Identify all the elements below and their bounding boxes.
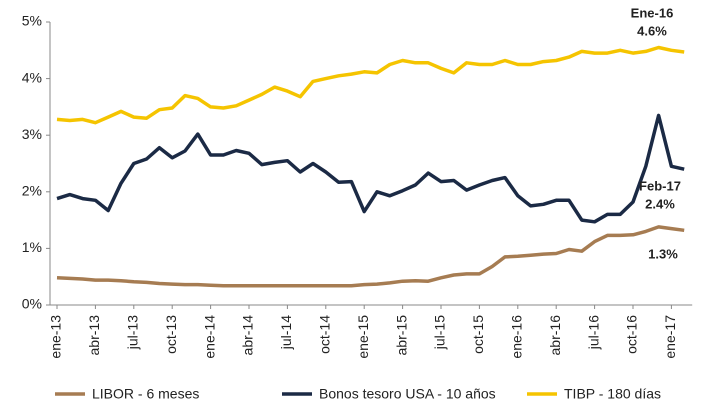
x-tick-label: ene-13 bbox=[48, 315, 64, 359]
annotation: Feb-17 bbox=[639, 178, 681, 193]
x-tick-label: ene-14 bbox=[201, 315, 217, 359]
series-line bbox=[56, 113, 685, 224]
annotation: 4.6% bbox=[637, 23, 667, 38]
x-tick-label: ene-17 bbox=[662, 315, 678, 359]
x-tick-label: oct-13 bbox=[163, 315, 179, 354]
annotation: Ene-16 bbox=[631, 5, 674, 20]
y-tick-label: 1% bbox=[22, 239, 42, 255]
y-tick-label: 4% bbox=[22, 69, 42, 85]
x-tick-label: oct-15 bbox=[470, 315, 486, 354]
series-line bbox=[56, 225, 685, 288]
x-tick-label: abr-15 bbox=[393, 315, 409, 356]
x-tick-label: oct-16 bbox=[624, 315, 640, 354]
annotation: 1.3% bbox=[648, 246, 678, 261]
x-tick-label: ene-15 bbox=[355, 315, 371, 359]
legend-label: TIBP - 180 días bbox=[564, 386, 661, 402]
y-tick-label: 0% bbox=[22, 296, 42, 312]
x-tick-label: jul-15 bbox=[432, 315, 448, 350]
series-line bbox=[56, 45, 685, 125]
annotation: 2.4% bbox=[645, 196, 675, 211]
x-tick-label: jul-16 bbox=[585, 315, 601, 350]
x-tick-label: ene-16 bbox=[509, 315, 525, 359]
x-tick-label: abr-14 bbox=[240, 315, 256, 356]
x-tick-label: jul-14 bbox=[278, 315, 294, 350]
y-tick-label: 2% bbox=[22, 183, 42, 199]
legend-label: LIBOR - 6 meses bbox=[92, 386, 199, 402]
x-tick-label: abr-13 bbox=[86, 315, 102, 356]
x-tick-label: abr-16 bbox=[547, 315, 563, 356]
x-tick-label: oct-14 bbox=[317, 315, 333, 354]
y-tick-label: 3% bbox=[22, 126, 42, 142]
y-tick-label: 5% bbox=[22, 13, 42, 29]
x-tick-label: jul-13 bbox=[125, 315, 141, 350]
legend-label: Bonos tesoro USA - 10 años bbox=[319, 386, 496, 402]
